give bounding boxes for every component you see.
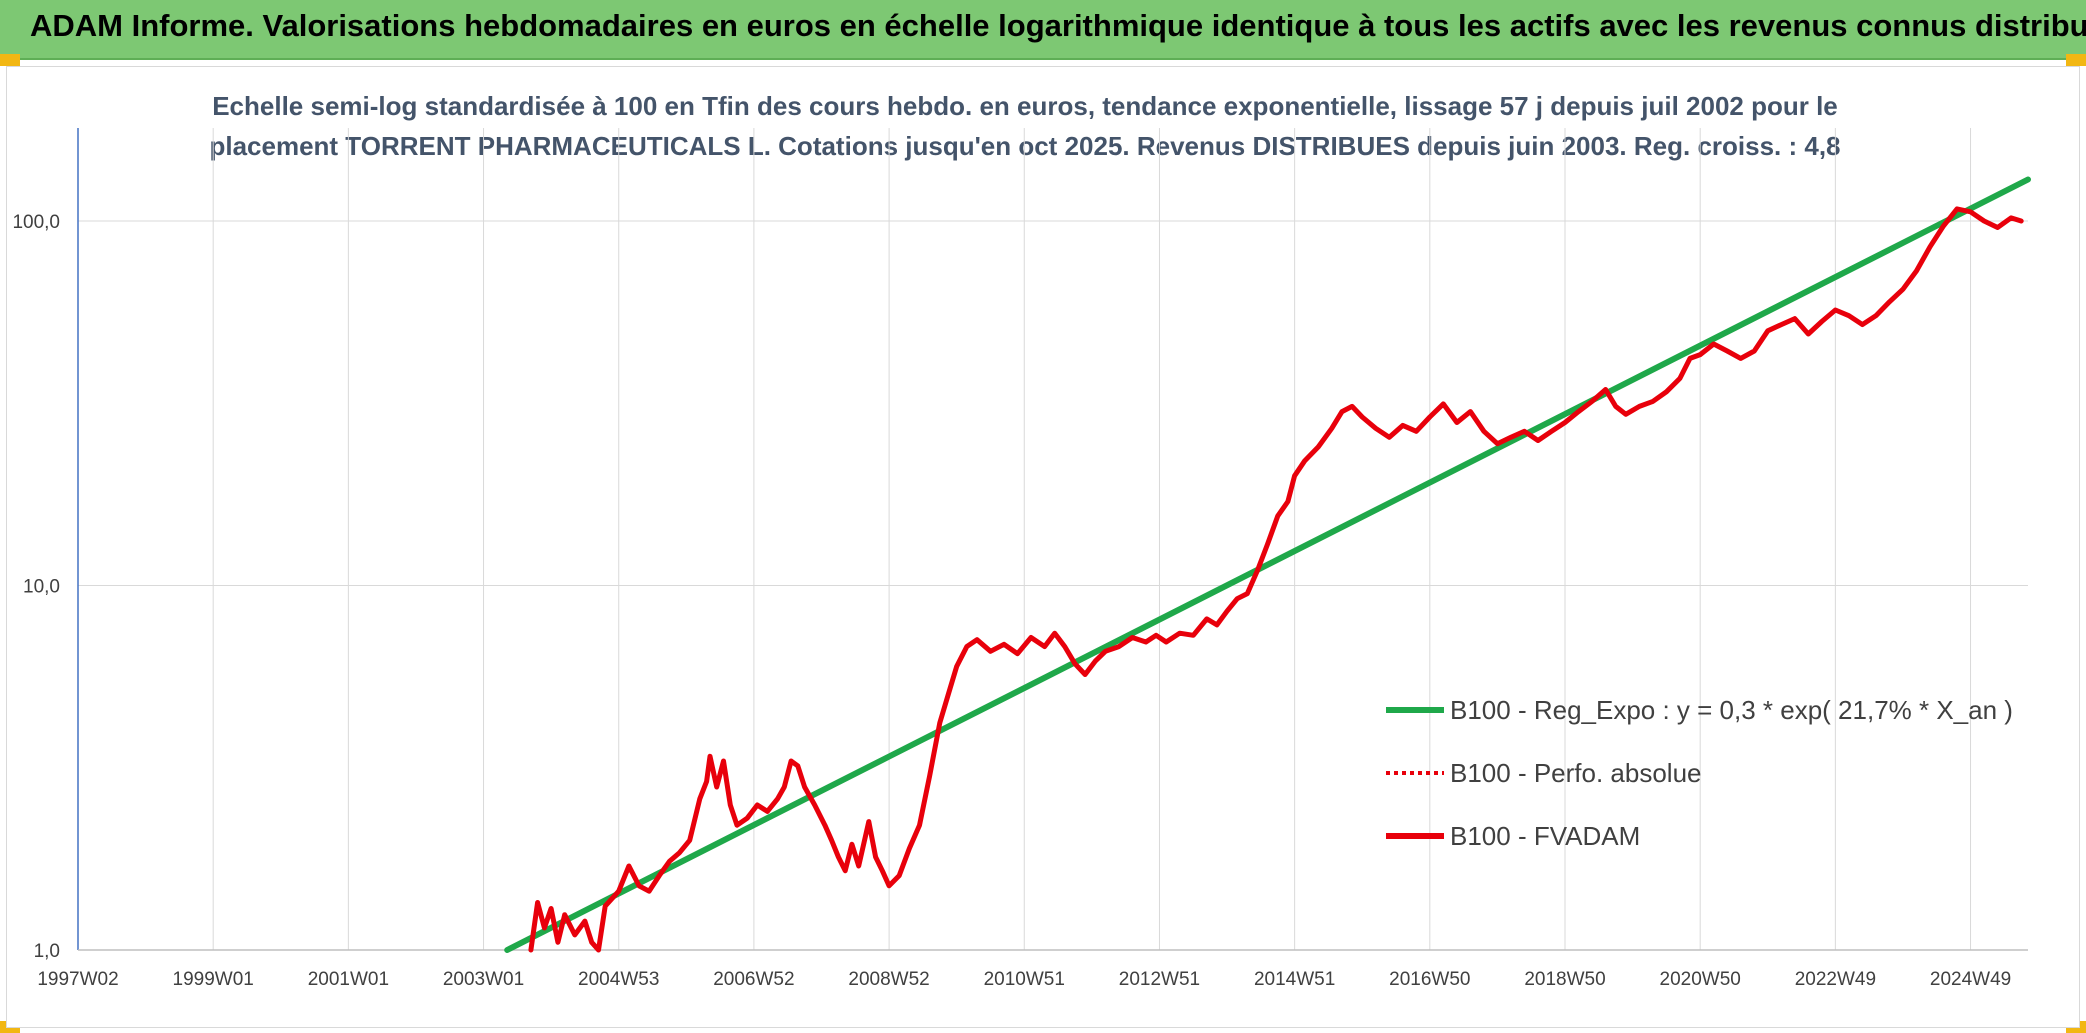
x-tick-label: 2010W51 bbox=[984, 969, 1065, 990]
x-tick-label: 2003W01 bbox=[443, 969, 524, 990]
series-line-2 bbox=[528, 206, 2024, 953]
report-title: ADAM Informe. Valorisations hebdomadaire… bbox=[30, 8, 2086, 43]
y-tick-label: 10,0 bbox=[23, 577, 60, 598]
x-tick-label: 2008W52 bbox=[848, 969, 929, 990]
legend-label: B100 - Reg_Expo : y = 0,3 * exp( 21,7% *… bbox=[1450, 695, 2013, 725]
x-tick-label: 2018W50 bbox=[1524, 969, 1605, 990]
x-tick-label: 1999W01 bbox=[173, 969, 254, 990]
x-tick-label: 1997W02 bbox=[37, 969, 118, 990]
x-tick-label: 2012W51 bbox=[1119, 969, 1200, 990]
x-tick-label: 2004W53 bbox=[578, 969, 659, 990]
x-tick-label: 2024W49 bbox=[1930, 969, 2011, 990]
legend-label: B100 - FVADAM bbox=[1450, 821, 1640, 851]
x-tick-label: 2014W51 bbox=[1254, 969, 1335, 990]
x-tick-label: 2016W50 bbox=[1389, 969, 1470, 990]
chart-frame bbox=[6, 66, 2080, 1028]
chart-title: Echelle semi-log standardisée à 100 en T… bbox=[200, 86, 1850, 166]
x-tick-label: 2001W01 bbox=[308, 969, 389, 990]
series-lines bbox=[504, 176, 2031, 953]
legend-label: B100 - Perfo. absolue bbox=[1450, 758, 1702, 788]
chart-title-line-1: Echelle semi-log standardisée à 100 en T… bbox=[212, 91, 1838, 121]
y-tick-label: 100,0 bbox=[12, 212, 60, 233]
grid-lines bbox=[77, 128, 2028, 951]
series-line-0 bbox=[504, 176, 2031, 953]
y-tick-label: 1,0 bbox=[34, 941, 60, 962]
axes: 1997W02 1999W01 2001W01 2003W01 2004W53 2006W… bbox=[12, 128, 2028, 990]
corner-mark-top-right bbox=[2066, 54, 2086, 66]
report-banner: ADAM Informe. Valorisations hebdomadaire… bbox=[0, 0, 2086, 60]
chart-title-line-2: placement TORRENT PHARMACEUTICALS L. Cot… bbox=[209, 131, 1841, 161]
corner-mark-top-left bbox=[0, 54, 20, 66]
legend: B100 - Reg_Expo : y = 0,3 * exp( 21,7% *… bbox=[1386, 695, 2013, 851]
x-tick-label: 2006W52 bbox=[713, 969, 794, 990]
x-tick-label: 2022W49 bbox=[1795, 969, 1876, 990]
x-tick-label: 2020W50 bbox=[1660, 969, 1741, 990]
